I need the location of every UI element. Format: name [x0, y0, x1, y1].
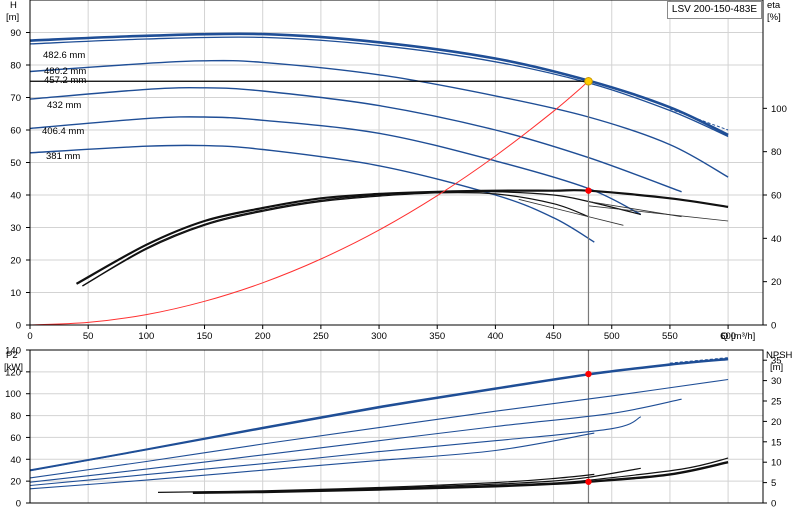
- y-axis-title: P2: [6, 350, 18, 361]
- head-curve: [29, 116, 642, 216]
- y-tick-label: 140: [5, 346, 21, 357]
- head-panel-series: [29, 32, 729, 326]
- efficiency-point-marker: [585, 187, 592, 194]
- y2-axis-title: NPSH: [766, 350, 793, 361]
- x-tick-label: 150: [197, 331, 213, 342]
- operating-point-markers: [584, 76, 593, 485]
- y-tick-label: 50: [10, 158, 21, 169]
- y-tick-label: 70: [10, 93, 21, 104]
- y-tick-label: 40: [10, 191, 21, 202]
- x-axis-title: Q [m³/h]: [721, 331, 755, 342]
- y-axis-title: H: [10, 0, 17, 11]
- y-tick-label: 80: [10, 61, 21, 72]
- duty-point-marker: [584, 76, 593, 86]
- head-panel-frame: [26, 0, 767, 329]
- y2-tick-label: 25: [771, 397, 782, 408]
- impeller-diameter-label: 381 mm: [46, 151, 80, 162]
- y2-tick-label: 15: [771, 437, 782, 448]
- head-curve: [29, 36, 729, 138]
- npsh-curve: [157, 473, 595, 493]
- x-tick-label: 550: [662, 331, 678, 342]
- y-tick-label: 60: [10, 433, 21, 444]
- efficiency-curve: [82, 192, 589, 287]
- power-curve: [29, 398, 682, 483]
- y-axis-unit: [kW]: [4, 362, 23, 373]
- power-panel-series: [29, 350, 729, 503]
- y2-axis-unit: [%]: [767, 12, 781, 23]
- system-curve: [29, 80, 589, 326]
- y-tick-label: 30: [10, 223, 21, 234]
- y-tick-label: 120: [5, 367, 21, 378]
- impeller-diameter-label: 457.2 mm: [44, 75, 86, 86]
- y2-tick-label: 40: [771, 234, 782, 245]
- npsh-curve: [192, 461, 729, 494]
- efficiency-curve: [82, 191, 641, 287]
- y-tick-label: 60: [10, 126, 21, 137]
- impeller-diameter-label: 480.2 mm: [44, 66, 86, 77]
- x-tick-label: 100: [138, 331, 154, 342]
- power-curve: [29, 416, 642, 487]
- y-tick-label: 80: [10, 411, 21, 422]
- y2-tick-label: 30: [771, 376, 782, 387]
- y-tick-label: 0: [16, 321, 21, 332]
- impeller-diameter-label: 482.6 mm: [43, 50, 85, 61]
- x-tick-label: 500: [604, 331, 620, 342]
- power-panel-frame: [26, 349, 767, 504]
- y-tick-label: 40: [10, 455, 21, 466]
- y2-tick-label: 20: [771, 417, 782, 428]
- efficiency-curve: [75, 189, 729, 285]
- y-tick-label: 20: [10, 256, 21, 267]
- y2-axis-title: eta: [767, 0, 781, 11]
- x-tick-label: 0: [27, 331, 32, 342]
- y-tick-label: 20: [10, 477, 21, 488]
- y-tick-label: 90: [10, 28, 21, 39]
- efficiency-curve-tail: [588, 205, 729, 222]
- x-tick-label: 400: [487, 331, 503, 342]
- power-curve: [29, 378, 729, 479]
- head-curve-extension: [669, 108, 729, 131]
- impeller-diameter-label: 406.4 mm: [42, 126, 84, 137]
- head-panel-grid: [29, 0, 763, 326]
- x-tick-label: 50: [83, 331, 94, 342]
- x-tick-label: 250: [313, 331, 329, 342]
- head-curve: [29, 32, 729, 137]
- x-tick-label: 300: [371, 331, 387, 342]
- power-curve: [29, 357, 729, 472]
- y2-tick-label: 10: [771, 458, 782, 469]
- x-tick-label: 350: [429, 331, 445, 342]
- npsh-point-marker: [585, 478, 592, 485]
- x-tick-label: 200: [255, 331, 271, 342]
- y-tick-label: 0: [16, 499, 21, 510]
- y-axis-unit: [m]: [6, 12, 19, 23]
- impeller-diameter-label: 432 mm: [47, 100, 81, 111]
- y2-tick-label: 5: [771, 478, 776, 489]
- head-curve: [29, 86, 682, 193]
- efficiency-curve-tail: [518, 198, 624, 226]
- x-tick-label: 450: [546, 331, 562, 342]
- y-tick-label: 100: [5, 389, 21, 400]
- power-panel-border: [29, 349, 764, 504]
- pump-model-label: LSV 200-150-483E: [666, 1, 762, 19]
- y2-tick-label: 80: [771, 147, 782, 158]
- y2-tick-label: 35: [771, 356, 782, 367]
- power-point-marker: [585, 370, 592, 378]
- y2-tick-label: 20: [771, 277, 782, 288]
- head-curve: [29, 59, 729, 178]
- y2-tick-label: 0: [771, 321, 776, 332]
- head-curve: [29, 144, 595, 243]
- x-tick-label: 600: [720, 331, 736, 342]
- y2-tick-label: 0: [771, 499, 776, 510]
- y2-axis-unit: [m]: [770, 362, 783, 373]
- power-curve: [29, 432, 595, 490]
- power-curve: [29, 359, 729, 472]
- y2-tick-label: 100: [771, 104, 787, 115]
- y-tick-label: 10: [10, 288, 21, 299]
- y2-tick-label: 60: [771, 191, 782, 202]
